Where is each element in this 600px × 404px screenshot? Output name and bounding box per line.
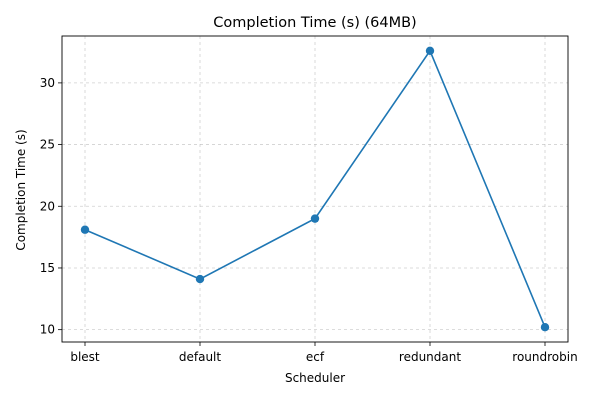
data-point bbox=[80, 225, 90, 234]
data-point bbox=[540, 322, 550, 332]
y-tick-label: 30 bbox=[40, 76, 55, 90]
y-tick-label: 20 bbox=[40, 199, 55, 213]
y-axis-title: Completion Time (s) bbox=[14, 129, 28, 250]
data-series bbox=[80, 46, 550, 332]
x-tick-label: redundant bbox=[399, 350, 461, 364]
x-tick-label: ecf bbox=[306, 350, 325, 364]
x-axis-title: Scheduler bbox=[285, 371, 345, 385]
y-tick-label: 25 bbox=[40, 138, 55, 152]
data-point bbox=[425, 46, 435, 56]
y-tick-label: 15 bbox=[40, 261, 55, 275]
data-point bbox=[195, 274, 205, 284]
grid bbox=[62, 36, 568, 342]
ticks: blest default ecf redundant roundrobin 10 15 20… bbox=[40, 76, 578, 364]
data-point bbox=[310, 214, 320, 223]
y-tick-label: 10 bbox=[40, 323, 55, 337]
x-tick-label: blest bbox=[70, 350, 100, 364]
x-tick-label: roundrobin bbox=[512, 350, 577, 364]
x-tick-label: default bbox=[179, 350, 222, 364]
chart-title: Completion Time (s) (64MB) bbox=[213, 15, 416, 31]
